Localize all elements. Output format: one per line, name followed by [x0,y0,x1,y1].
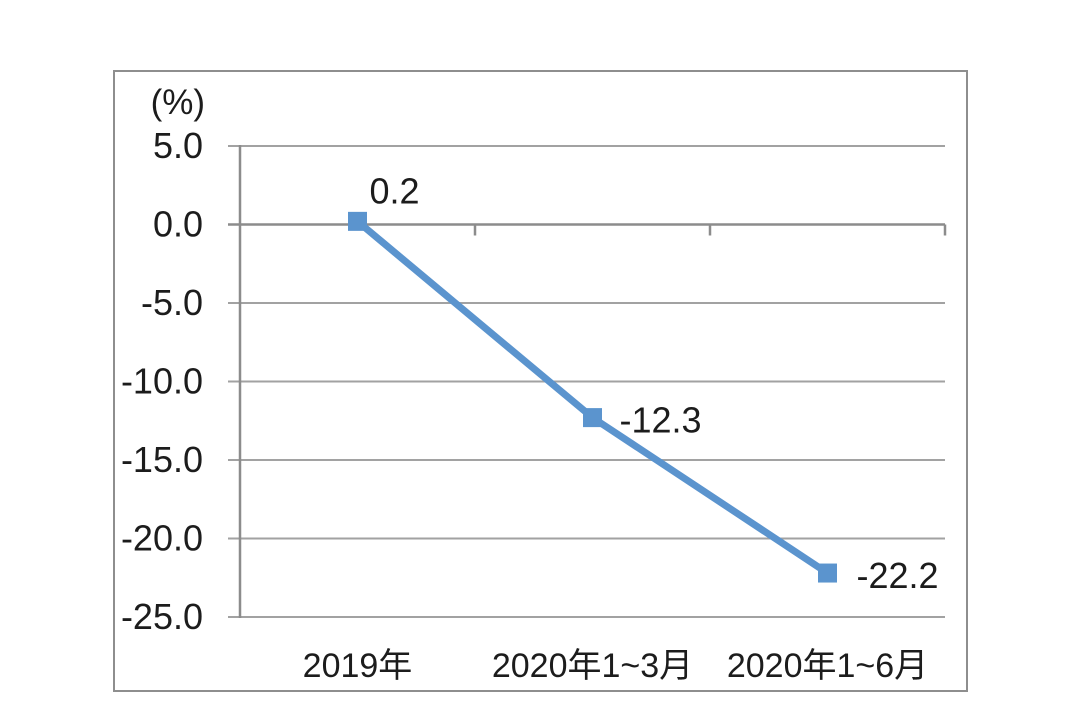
y-tick-label: 0.0 [153,204,203,245]
category-label: 2019年 [303,647,413,685]
y-tick-label: -25.0 [121,596,203,637]
data-point-marker [583,408,602,428]
x-axis-category-labels: 2019年 2020年1~3月 2020年1~6月 [303,647,928,685]
series-markers [348,211,837,583]
y-tick-label: -20.0 [121,518,203,559]
gridlines [228,145,945,618]
data-labels: 0.2 -12.3 -22.2 [369,170,938,596]
series-line [355,218,830,576]
data-point-marker [818,563,837,583]
data-label: -12.3 [620,400,702,441]
y-tick-label: -5.0 [141,282,203,323]
category-label: 2020年1~3月 [492,647,693,685]
y-tick-label: 5.0 [153,125,203,166]
data-label: 0.2 [369,170,419,211]
category-label: 2020年1~6月 [727,647,928,685]
axes [228,145,947,618]
y-tick-label: -15.0 [121,439,203,480]
y-tick-label: -10.0 [121,361,203,402]
data-label: -22.2 [857,555,939,596]
y-axis-tick-labels: 5.0 0.0 -5.0 -10.0 -15.0 -20.0 -25.0 [121,125,203,637]
data-point-marker [348,211,367,231]
y-axis-unit-label: (%) [151,83,205,122]
